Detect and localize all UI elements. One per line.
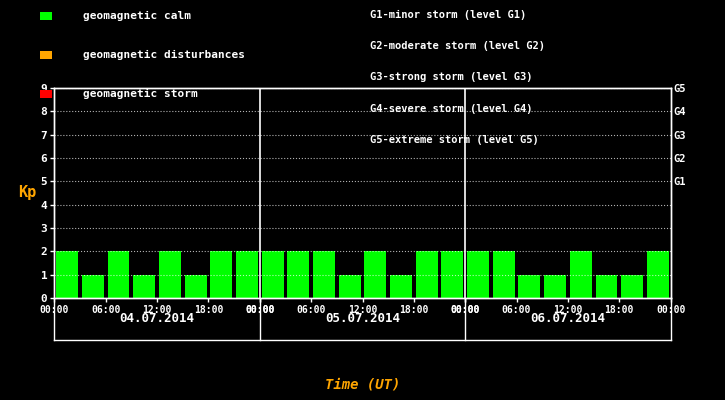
Bar bbox=[236, 251, 258, 298]
Text: geomagnetic storm: geomagnetic storm bbox=[83, 89, 198, 99]
Text: geomagnetic disturbances: geomagnetic disturbances bbox=[83, 50, 245, 60]
Bar bbox=[467, 251, 489, 298]
Text: 05.07.2014: 05.07.2014 bbox=[325, 312, 400, 326]
Bar bbox=[82, 275, 104, 298]
Text: 04.07.2014: 04.07.2014 bbox=[120, 312, 194, 326]
Bar bbox=[313, 251, 335, 298]
Text: geomagnetic calm: geomagnetic calm bbox=[83, 11, 191, 21]
Bar bbox=[210, 251, 232, 298]
Bar bbox=[287, 251, 310, 298]
Bar bbox=[365, 251, 386, 298]
Bar bbox=[159, 251, 181, 298]
Y-axis label: Kp: Kp bbox=[17, 186, 36, 200]
Bar bbox=[339, 275, 360, 298]
Text: G3-strong storm (level G3): G3-strong storm (level G3) bbox=[370, 72, 532, 82]
Bar bbox=[185, 275, 207, 298]
Bar bbox=[570, 251, 592, 298]
Bar bbox=[442, 251, 463, 298]
Text: 06.07.2014: 06.07.2014 bbox=[531, 312, 605, 326]
Bar bbox=[133, 275, 155, 298]
Text: G2-moderate storm (level G2): G2-moderate storm (level G2) bbox=[370, 41, 544, 51]
Bar bbox=[415, 251, 438, 298]
Bar bbox=[595, 275, 618, 298]
Bar bbox=[647, 251, 668, 298]
Text: G1-minor storm (level G1): G1-minor storm (level G1) bbox=[370, 10, 526, 20]
Text: G4-severe storm (level G4): G4-severe storm (level G4) bbox=[370, 104, 532, 114]
Bar bbox=[544, 275, 566, 298]
Text: Time (UT): Time (UT) bbox=[325, 378, 400, 392]
Bar bbox=[518, 275, 540, 298]
Bar bbox=[262, 251, 283, 298]
Bar bbox=[390, 275, 412, 298]
Bar bbox=[107, 251, 130, 298]
Bar bbox=[493, 251, 515, 298]
Bar bbox=[57, 251, 78, 298]
Bar bbox=[621, 275, 643, 298]
Text: G5-extreme storm (level G5): G5-extreme storm (level G5) bbox=[370, 135, 539, 145]
